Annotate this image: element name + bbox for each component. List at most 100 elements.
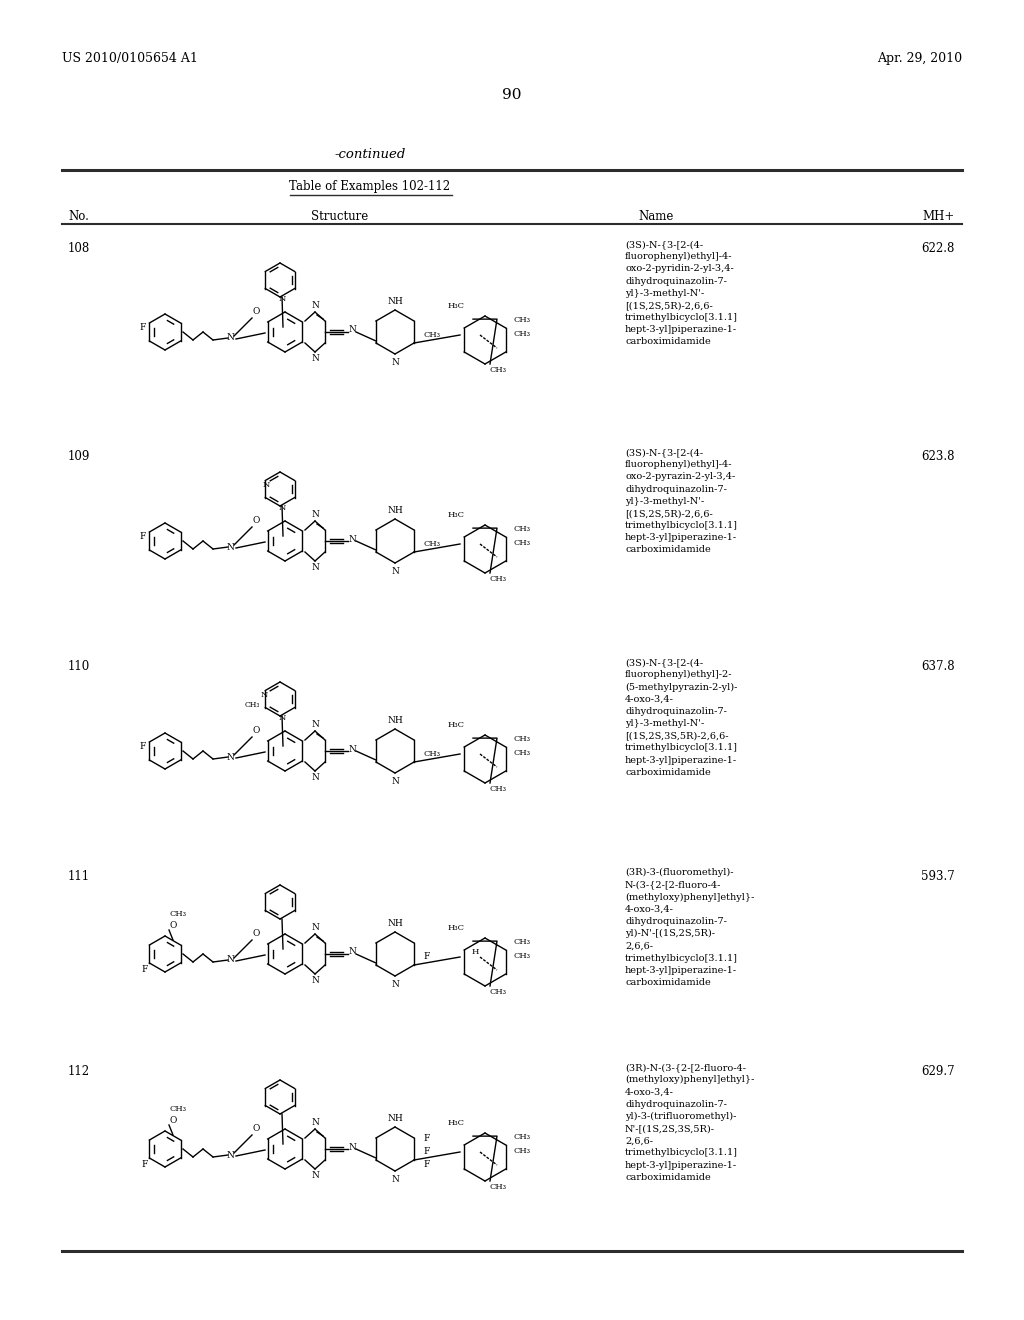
Text: N: N [311,923,318,932]
Text: F: F [423,1147,429,1156]
Text: NH: NH [387,1114,402,1123]
Text: 110: 110 [68,660,90,673]
Text: CH₃: CH₃ [169,1105,186,1113]
Text: CH₃: CH₃ [513,748,530,756]
Text: F: F [423,1134,429,1143]
Text: NH: NH [387,506,402,515]
Text: CH₃: CH₃ [513,315,530,323]
Text: No.: No. [68,210,89,223]
Text: N: N [311,975,318,985]
Text: 623.8: 623.8 [922,450,955,463]
Text: CH₃: CH₃ [490,785,507,793]
Text: N: N [391,568,399,576]
Text: (3R)-N-(3-{2-[2-fluoro-4-
(methyloxy)phenyl]ethyl}-
4-oxo-3,4-
dihydroquinazolin: (3R)-N-(3-{2-[2-fluoro-4- (methyloxy)phe… [625,1063,755,1181]
Text: N: N [311,354,318,363]
Text: F: F [140,323,146,333]
Text: N: N [311,774,318,781]
Text: CH₃: CH₃ [490,366,507,374]
Text: CH₃: CH₃ [513,735,530,743]
Text: H₃C: H₃C [449,302,465,310]
Text: N: N [262,480,270,488]
Text: N: N [348,535,356,544]
Text: -continued: -continued [334,148,406,161]
Text: N: N [391,1175,399,1184]
Text: NH: NH [387,919,402,928]
Text: 90: 90 [502,88,522,102]
Text: N: N [311,719,318,729]
Text: N: N [311,301,318,310]
Text: O: O [252,929,260,939]
Text: N: N [279,294,286,304]
Text: N: N [391,777,399,785]
Text: CH₃: CH₃ [513,525,530,533]
Text: (3R)-3-(fluoromethyl)-
N-(3-{2-[2-fluoro-4-
(methyloxy)phenyl]ethyl}-
4-oxo-3,4-: (3R)-3-(fluoromethyl)- N-(3-{2-[2-fluoro… [625,869,755,987]
Text: F: F [141,965,148,974]
Text: 593.7: 593.7 [922,870,955,883]
Text: O: O [252,516,260,525]
Text: NH: NH [387,715,402,725]
Text: 637.8: 637.8 [922,660,955,673]
Text: (3S)-N-{3-[2-(4-
fluorophenyl)ethyl]-4-
oxo-2-pyridin-2-yl-3,4-
dihydroquinazoli: (3S)-N-{3-[2-(4- fluorophenyl)ethyl]-4- … [625,240,738,346]
Text: F: F [140,532,146,541]
Text: CH₃: CH₃ [423,540,440,548]
Text: N: N [348,744,356,754]
Text: N: N [311,1171,318,1180]
Text: Structure: Structure [311,210,369,223]
Text: N: N [279,714,286,722]
Text: 622.8: 622.8 [922,242,955,255]
Text: Name: Name [638,210,674,223]
Text: N: N [311,564,318,572]
Text: 629.7: 629.7 [922,1065,955,1078]
Text: CH₃: CH₃ [169,909,186,917]
Text: N: N [261,690,268,700]
Text: N: N [226,956,233,965]
Text: US 2010/0105654 A1: US 2010/0105654 A1 [62,51,198,65]
Text: O: O [169,921,176,931]
Text: O: O [252,726,260,735]
Text: H₃C: H₃C [449,1119,465,1127]
Text: N: N [226,543,233,552]
Text: CH₃: CH₃ [513,330,530,338]
Text: N: N [348,948,356,957]
Text: N: N [279,504,286,512]
Text: CH₃: CH₃ [513,1147,530,1155]
Text: H₃C: H₃C [449,511,465,519]
Text: N: N [348,1143,356,1151]
Text: NH: NH [387,297,402,306]
Text: 111: 111 [68,870,90,883]
Text: N: N [391,979,399,989]
Text: CH₃: CH₃ [513,952,530,960]
Text: N: N [226,1151,233,1159]
Text: F: F [140,742,146,751]
Text: F: F [141,1160,148,1170]
Text: CH₃: CH₃ [490,1183,507,1191]
Text: O: O [169,1115,176,1125]
Text: CH₃: CH₃ [490,987,507,997]
Text: H: H [471,948,478,956]
Text: F: F [423,952,429,961]
Text: CH₃: CH₃ [490,576,507,583]
Text: CH₃: CH₃ [513,939,530,946]
Text: N: N [348,326,356,334]
Text: CH₃: CH₃ [245,701,260,709]
Text: O: O [252,308,260,315]
Text: N: N [226,334,233,342]
Text: (3S)-N-{3-[2-(4-
fluorophenyl)ethyl]-2-
(5-methylpyrazin-2-yl)-
4-oxo-3,4-
dihyd: (3S)-N-{3-[2-(4- fluorophenyl)ethyl]-2- … [625,657,738,776]
Text: 108: 108 [68,242,90,255]
Text: N: N [311,1118,318,1127]
Text: Table of Examples 102-112: Table of Examples 102-112 [290,180,451,193]
Text: H₃C: H₃C [449,721,465,729]
Text: CH₃: CH₃ [513,539,530,546]
Text: 112: 112 [68,1065,90,1078]
Text: Apr. 29, 2010: Apr. 29, 2010 [877,51,962,65]
Text: CH₃: CH₃ [423,750,440,758]
Text: MH+: MH+ [923,210,955,223]
Text: CH₃: CH₃ [423,331,440,339]
Text: N: N [311,510,318,519]
Text: O: O [252,1125,260,1133]
Text: N: N [391,358,399,367]
Text: F: F [423,1160,429,1170]
Text: (3S)-N-{3-[2-(4-
fluorophenyl)ethyl]-4-
oxo-2-pyrazin-2-yl-3,4-
dihydroquinazoli: (3S)-N-{3-[2-(4- fluorophenyl)ethyl]-4- … [625,447,738,554]
Text: N: N [226,752,233,762]
Text: 109: 109 [68,450,90,463]
